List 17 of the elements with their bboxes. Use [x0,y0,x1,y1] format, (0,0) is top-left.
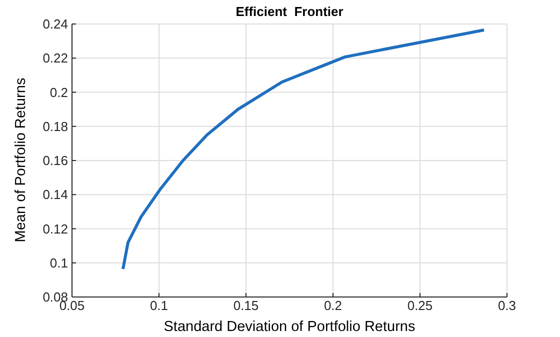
y-tick-label: 0.16 [42,153,68,168]
y-tick-label: 0.1 [50,255,68,270]
y-tick-label: 0.2 [50,84,68,100]
x-tick-label: 0.1 [150,298,168,314]
y-tick-label: 0.18 [42,118,68,134]
chart-title: Efficient Frontier [234,4,344,19]
y-tick-label: 0.22 [42,50,68,66]
y-tick-label: 0.12 [42,221,68,236]
y-tick-label: 0.14 [42,187,68,202]
y-axis-title: Mean of Portfolio Returns [13,78,29,242]
x-tick-label: 0.25 [407,298,433,314]
x-tick-label: 0.3 [498,298,516,314]
y-tick-label: 0.24 [42,16,68,32]
x-axis-title: Standard Deviation of Portfolio Returns [162,319,416,335]
line-series [121,28,486,271]
x-tick-label: 0.15 [233,298,259,314]
x-tick-label: 0.2 [324,298,342,314]
